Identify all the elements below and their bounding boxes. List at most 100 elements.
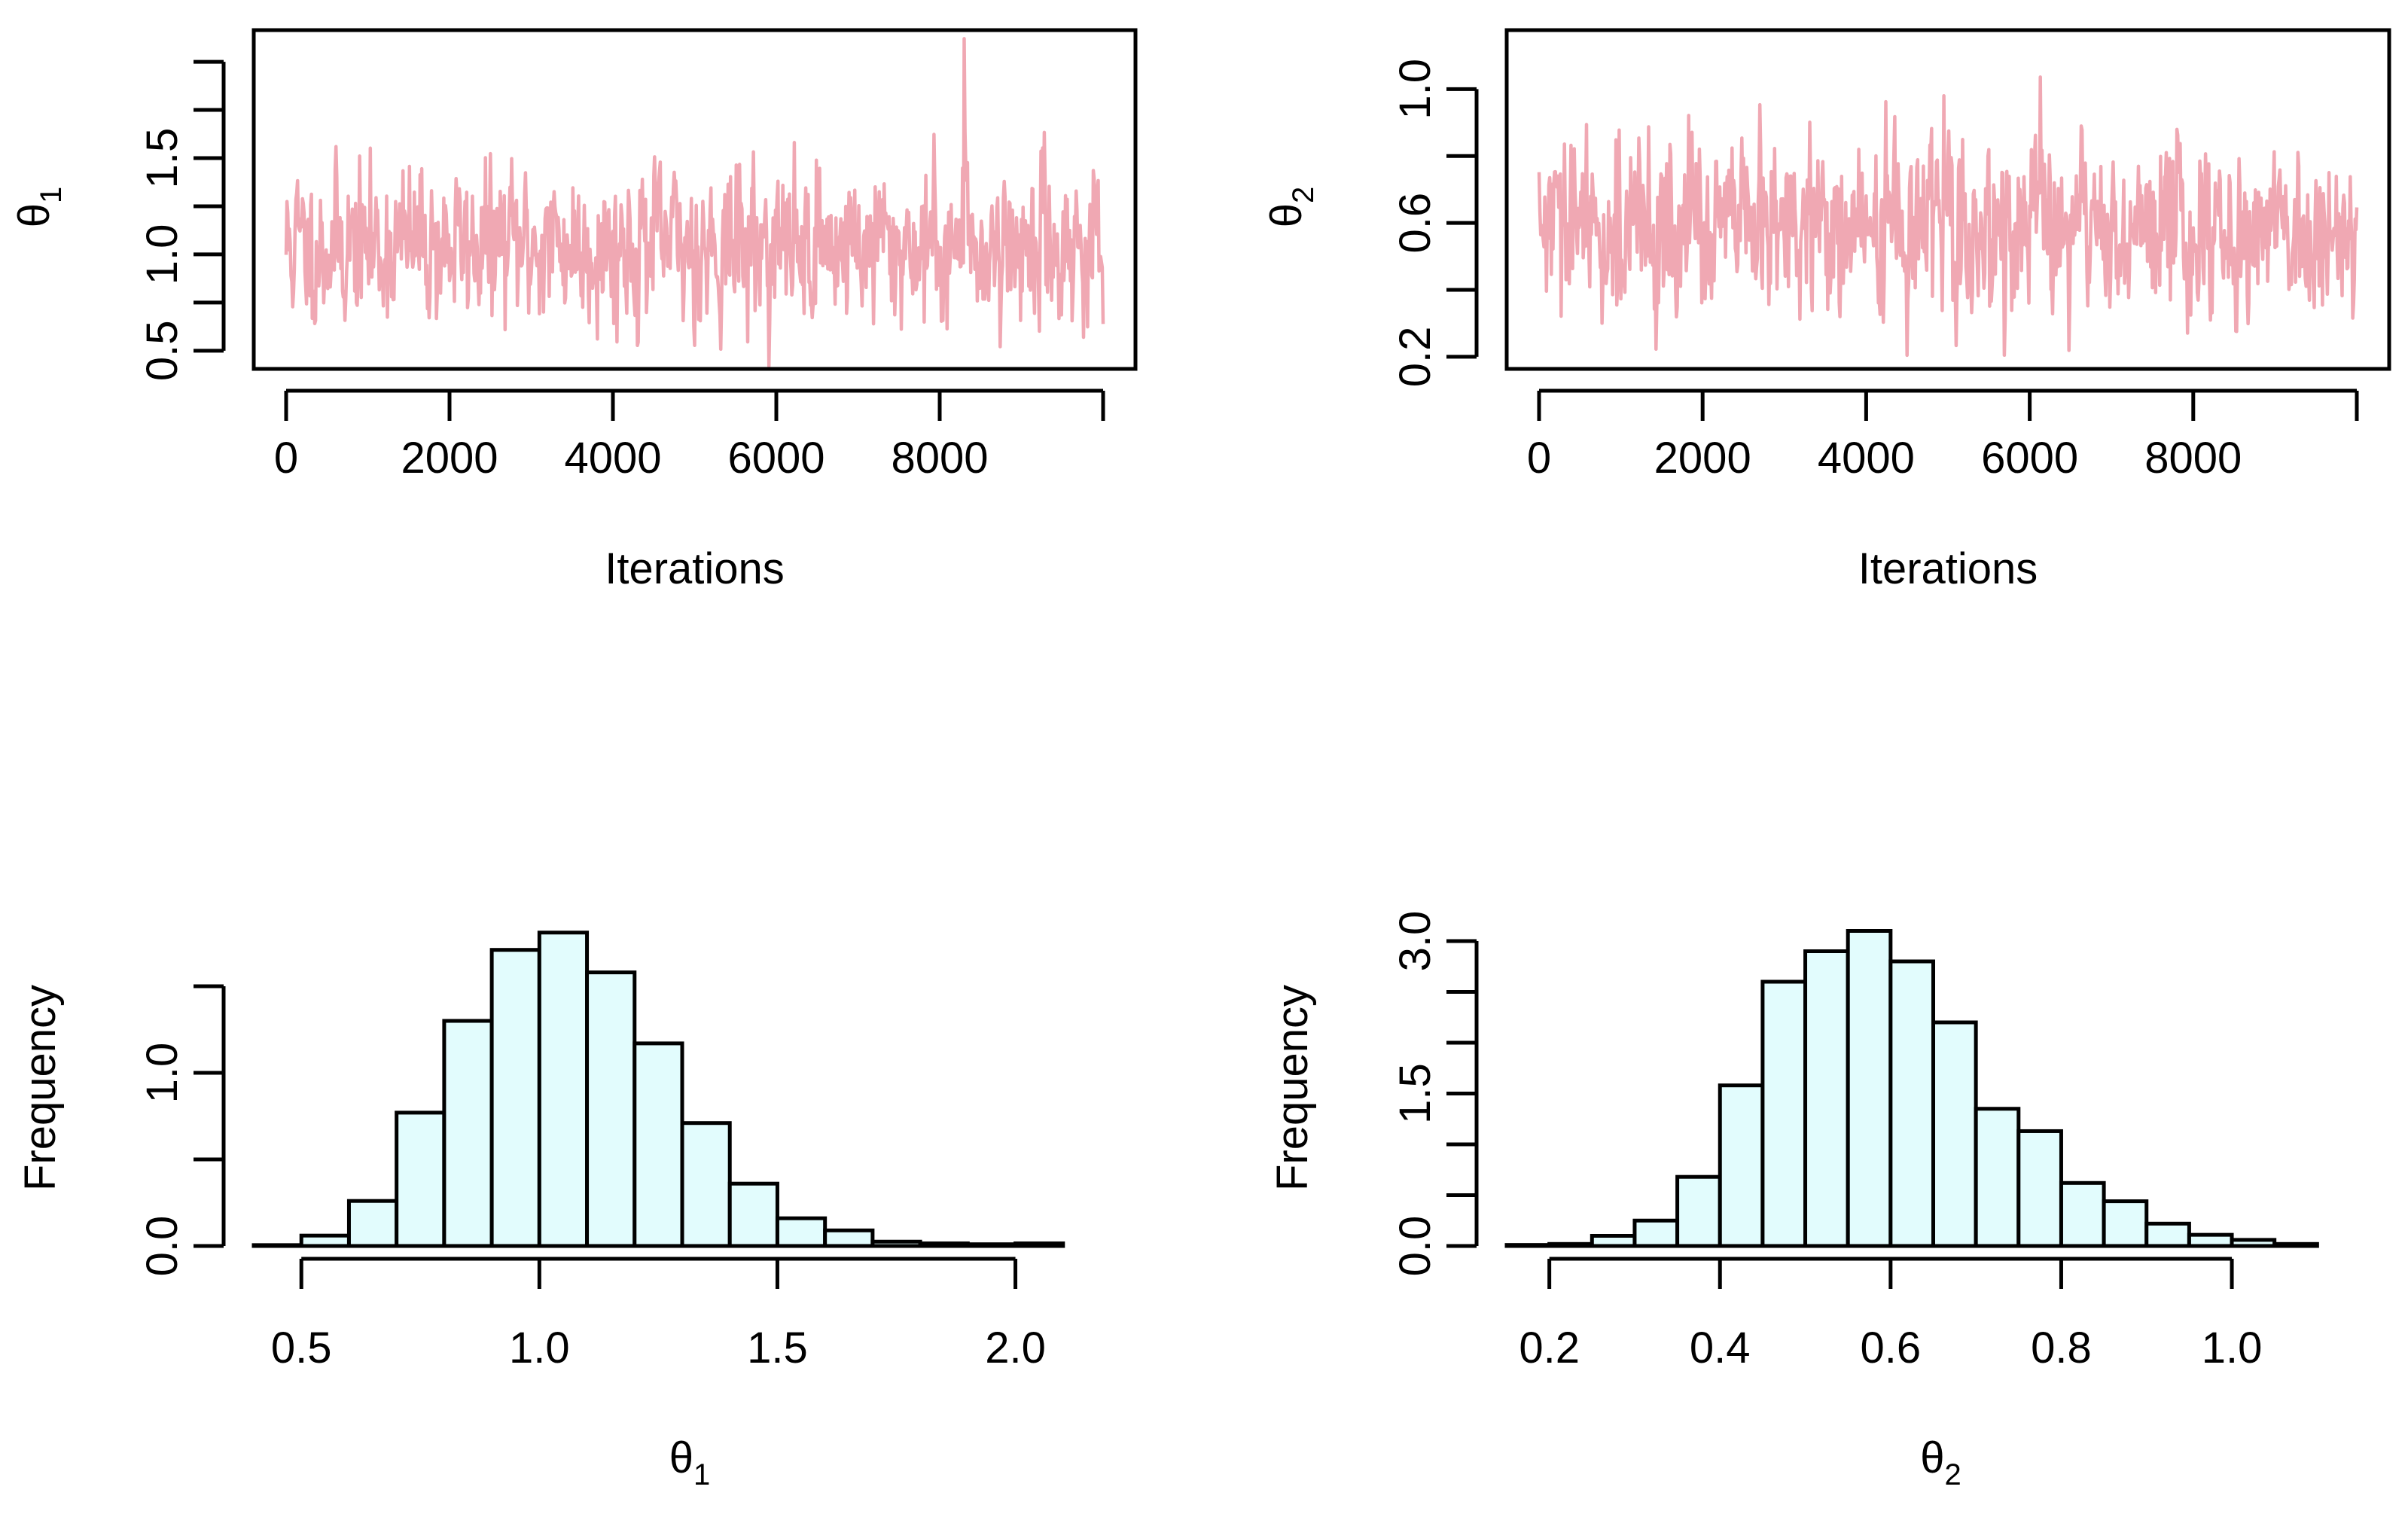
x-tick-label: 0 <box>1527 434 1551 483</box>
x-axis-label: θ2 <box>1920 1433 1961 1491</box>
x-tick-label: 2.0 <box>985 1324 1046 1372</box>
y-tick-label: 0.0 <box>1391 1216 1440 1277</box>
histogram-bar <box>1888 959 1936 1248</box>
histogram-bar <box>823 1228 875 1248</box>
histogram-bar <box>1632 1218 1680 1248</box>
plot-frame <box>251 28 1138 371</box>
x-tick-label: 4000 <box>1818 434 1915 483</box>
x-axis: 0 2000 4000 6000 8000 <box>274 388 1105 483</box>
y-tick-label: 1.0 <box>1391 59 1440 120</box>
x-axis-label: Iterations <box>605 544 785 593</box>
histogram-bar <box>2102 1199 2149 1248</box>
y-tick-label: 0.2 <box>1391 327 1440 388</box>
y-axis-label-subscript: 1 <box>35 187 68 203</box>
x-tick-label: 6000 <box>1981 434 2078 483</box>
histogram-bar <box>1013 1241 1065 1248</box>
histogram-bar <box>1803 949 1850 1248</box>
histogram-bar <box>1504 1243 1552 1248</box>
histogram-theta2: 0.2 0.4 0.6 0.8 1.0 θ2 0.0 1.5 3.0 Frequency <box>1268 911 2319 1491</box>
y-tick-label: 1.5 <box>1391 1063 1440 1124</box>
histogram-bar <box>537 931 590 1248</box>
y-axis: 0.0 1.0 <box>138 984 226 1277</box>
x-axis-label-subscript: 2 <box>1945 1458 1961 1491</box>
histogram-bar <box>870 1239 922 1248</box>
histogram-bar <box>727 1181 779 1248</box>
histogram-bar <box>395 1110 447 1248</box>
x-axis-label: Iterations <box>1858 544 2038 593</box>
y-axis: 0.5 1.0 1.5 <box>138 59 226 381</box>
trace-series-line <box>1537 75 2359 358</box>
x-tick-label: 0.6 <box>1861 1324 1922 1372</box>
x-tick-label: 0.8 <box>2031 1324 2092 1372</box>
y-axis: 0.2 0.6 1.0 <box>1391 59 1479 388</box>
y-tick-label: 0.6 <box>1391 193 1440 254</box>
y-tick-label: 3.0 <box>1391 911 1440 972</box>
x-tick-label: 2000 <box>401 434 498 483</box>
histogram-bar <box>680 1121 732 1248</box>
x-axis-label-symbol: θ <box>669 1433 693 1482</box>
histogram-theta1: 0.5 1.0 1.5 2.0 θ1 0.0 1.0 Frequency <box>16 931 1065 1491</box>
trace-plot-theta2: 0 2000 4000 6000 8000 Iterations 0.2 0.6 1.0 θ2 <box>1262 28 2391 593</box>
histogram-bar <box>2230 1238 2277 1248</box>
histogram-bar <box>2016 1129 2063 1248</box>
x-tick-label: 0 <box>274 434 298 483</box>
plot-frame <box>1504 28 2391 371</box>
histogram-bar <box>2272 1241 2319 1248</box>
y-axis-label-symbol: θ <box>1262 203 1311 227</box>
histogram-bar <box>2144 1221 2191 1248</box>
histogram-bar <box>965 1242 1018 1248</box>
y-tick-label: 1.5 <box>138 128 187 189</box>
histogram-bar <box>1547 1241 1594 1248</box>
histogram-bar <box>1718 1083 1765 1248</box>
x-axis-label: θ1 <box>669 1433 711 1491</box>
x-tick-label: 8000 <box>2144 434 2242 483</box>
y-tick-label: 0.5 <box>138 320 187 381</box>
histogram-bar <box>251 1243 303 1248</box>
histogram-bar <box>918 1241 970 1248</box>
histogram-bar <box>2187 1232 2234 1248</box>
x-tick-label: 2000 <box>1654 434 1751 483</box>
y-axis-label-symbol: θ <box>10 203 59 227</box>
x-axis: 0 2000 4000 6000 8000 <box>1527 388 2359 483</box>
x-tick-label: 0.5 <box>271 1324 332 1372</box>
y-tick-label: 1.0 <box>138 1043 187 1104</box>
histogram-bar <box>1846 929 1893 1248</box>
histogram-bar <box>442 1019 494 1248</box>
x-tick-label: 0.4 <box>1690 1324 1751 1372</box>
y-axis: 0.0 1.5 3.0 <box>1391 911 1479 1277</box>
y-tick-label: 1.0 <box>138 224 187 285</box>
x-tick-label: 1.0 <box>509 1324 570 1372</box>
trace-plot-theta1: 0 2000 4000 6000 8000 Iterations 0.5 1.0 1.5 θ1 <box>10 28 1138 593</box>
bars <box>1504 929 2319 1248</box>
histogram-bar <box>775 1216 828 1248</box>
x-tick-label: 6000 <box>727 434 825 483</box>
y-axis-label: Frequency <box>1268 985 1317 1191</box>
x-tick-label: 4000 <box>564 434 661 483</box>
y-axis-label-subscript: 2 <box>1287 187 1320 203</box>
y-tick-label: 0.0 <box>138 1216 187 1277</box>
histogram-bar <box>1974 1107 2021 1248</box>
histogram-bar <box>299 1233 351 1248</box>
histogram-bar <box>632 1041 684 1248</box>
x-axis: 0.2 0.4 0.6 0.8 1.0 <box>1519 1257 2263 1372</box>
x-tick-label: 0.2 <box>1519 1324 1580 1372</box>
histogram-bar <box>1931 1020 1978 1248</box>
x-axis-label-subscript: 1 <box>693 1458 710 1491</box>
x-axis: 0.5 1.0 1.5 2.0 <box>271 1257 1046 1372</box>
histogram-bar <box>2059 1180 2106 1248</box>
x-tick-label: 8000 <box>891 434 988 483</box>
x-tick-label: 1.0 <box>2202 1324 2263 1372</box>
trace-series-line <box>284 37 1105 368</box>
y-axis-label: θ2 <box>1262 187 1320 228</box>
y-axis-label: θ1 <box>10 187 68 228</box>
bars <box>251 931 1065 1248</box>
histogram-bar <box>1590 1234 1637 1248</box>
x-axis-label-symbol: θ <box>1920 1433 1944 1482</box>
x-tick-label: 1.5 <box>747 1324 808 1372</box>
histogram-bar <box>489 948 541 1248</box>
y-axis-label: Frequency <box>16 985 65 1191</box>
histogram-bar <box>346 1199 399 1248</box>
histogram-bar <box>585 970 637 1248</box>
histogram-bar <box>1760 979 1808 1248</box>
